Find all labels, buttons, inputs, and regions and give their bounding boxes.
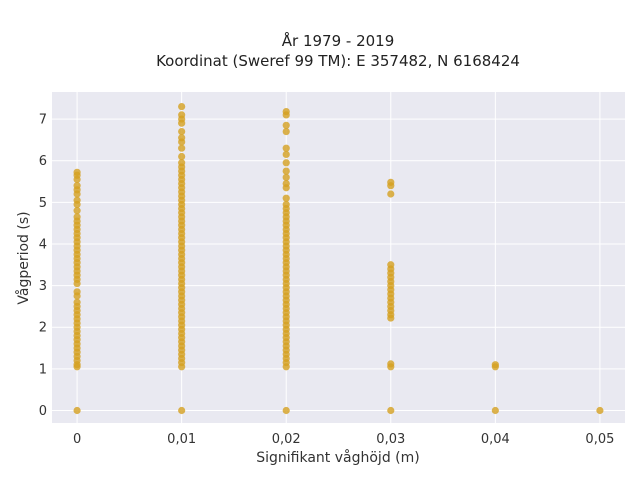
data-point bbox=[282, 167, 290, 175]
data-point bbox=[73, 182, 81, 190]
data-point bbox=[178, 159, 186, 167]
data-point bbox=[282, 159, 290, 167]
chart-title-line-2: Koordinat (Sweref 99 TM): E 357482, N 61… bbox=[156, 52, 520, 70]
data-point bbox=[387, 360, 395, 368]
data-point bbox=[491, 406, 499, 415]
data-point bbox=[387, 178, 395, 186]
data-points bbox=[73, 102, 604, 415]
x-tick-label-0: 0 bbox=[73, 432, 81, 447]
data-point bbox=[596, 406, 604, 415]
data-point bbox=[282, 173, 290, 181]
y-axis-label: Vågperiod (s) bbox=[15, 211, 32, 304]
chart-title-line-1: År 1979 - 2019 bbox=[282, 31, 395, 50]
data-point bbox=[282, 144, 290, 152]
data-point bbox=[387, 261, 395, 269]
x-tick-label-4: 0,04 bbox=[481, 432, 510, 447]
data-point bbox=[387, 190, 395, 198]
y-tick-label-0: 0 bbox=[39, 404, 47, 419]
data-point bbox=[491, 361, 499, 369]
y-tick-label-3: 3 bbox=[39, 279, 47, 294]
data-point bbox=[178, 406, 186, 415]
data-point bbox=[282, 121, 290, 129]
x-tick-label-5: 0,05 bbox=[585, 432, 614, 447]
data-point bbox=[73, 168, 81, 176]
data-point bbox=[282, 179, 290, 188]
x-tick-label-3: 0,03 bbox=[376, 432, 405, 447]
plot-area bbox=[52, 92, 625, 423]
data-point bbox=[282, 200, 290, 209]
data-point bbox=[178, 102, 186, 111]
grid-lines bbox=[52, 92, 625, 423]
data-point bbox=[73, 196, 81, 204]
data-point bbox=[73, 213, 81, 221]
data-point bbox=[178, 152, 186, 161]
y-tick-label-7: 7 bbox=[39, 113, 47, 128]
data-point bbox=[282, 194, 290, 202]
data-point bbox=[178, 111, 186, 119]
y-tick-label-1: 1 bbox=[39, 362, 47, 377]
x-axis-label: Signifikant våghöjd (m) bbox=[256, 449, 419, 466]
x-axis-ticks: 0 0,01 0,02 0,03 0,04 0,05 bbox=[73, 432, 614, 447]
data-point bbox=[178, 127, 186, 136]
data-point bbox=[387, 406, 395, 415]
y-tick-label-6: 6 bbox=[39, 154, 47, 169]
x-tick-label-2: 0,02 bbox=[272, 432, 301, 447]
data-point bbox=[73, 288, 81, 296]
x-tick-label-1: 0,01 bbox=[167, 432, 196, 447]
data-point bbox=[73, 207, 81, 215]
data-point bbox=[282, 107, 290, 116]
y-axis-ticks: 0 1 2 3 4 5 6 7 bbox=[39, 113, 47, 419]
data-point bbox=[178, 134, 186, 142]
data-point bbox=[73, 298, 81, 306]
data-point bbox=[282, 406, 290, 415]
y-tick-label-5: 5 bbox=[39, 196, 47, 211]
data-point bbox=[282, 150, 290, 159]
y-tick-label-4: 4 bbox=[39, 237, 47, 252]
data-point bbox=[282, 127, 290, 136]
data-point bbox=[73, 406, 81, 415]
data-point bbox=[178, 144, 186, 152]
y-tick-label-2: 2 bbox=[39, 321, 47, 336]
